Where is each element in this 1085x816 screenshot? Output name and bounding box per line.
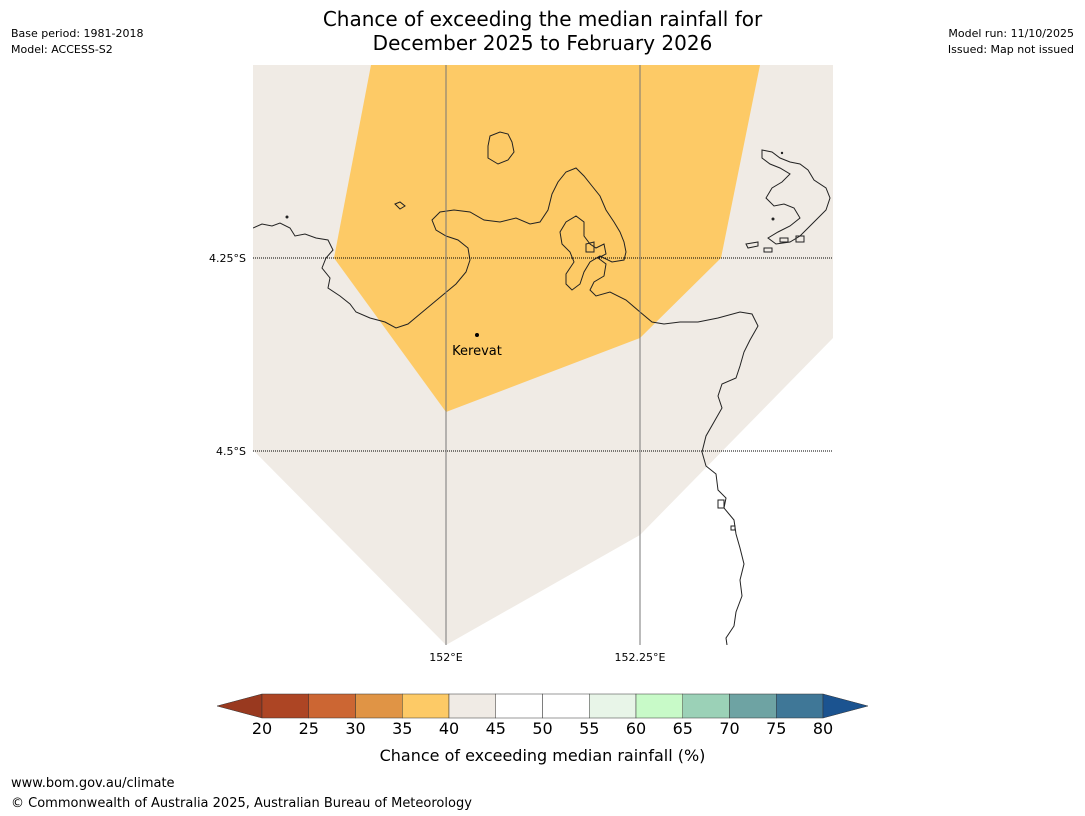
lon-label-152e: 152°E xyxy=(429,651,462,664)
kerevat-label: Kerevat xyxy=(452,344,502,359)
colorbar-bin-70-75 xyxy=(729,693,777,719)
coastline-islet-east-a xyxy=(745,241,759,249)
islet-dot-b xyxy=(780,151,784,155)
footer-url[interactable]: www.bom.gov.au/climate xyxy=(11,776,175,791)
colorbar-bin-35-40 xyxy=(402,693,450,719)
colorbar xyxy=(216,693,869,719)
colorbar-tick-20: 20 xyxy=(251,719,273,738)
footer-copyright: © Commonwealth of Australia 2025, Austra… xyxy=(11,796,472,811)
colorbar-tick-65: 65 xyxy=(672,719,693,738)
colorbar-tick-30: 30 xyxy=(345,719,366,738)
title-line-2: December 2025 to February 2026 xyxy=(372,31,713,55)
coastline-gazelle-peninsula xyxy=(253,167,759,645)
coastline-islet-west xyxy=(394,201,406,210)
colorbar-bin-20-25 xyxy=(261,693,309,719)
colorbar-bin-60-65 xyxy=(635,693,683,719)
kerevat-marker xyxy=(475,333,479,337)
colorbar-tick-25: 25 xyxy=(298,719,319,738)
colorbar-tick-70: 70 xyxy=(719,719,740,738)
islet-dot-a xyxy=(285,215,289,219)
no-data-wedge xyxy=(727,520,833,645)
coastline-islet-east-c xyxy=(779,237,789,243)
colorbar-tick-45: 45 xyxy=(485,719,506,738)
colorbar-bin-25-30 xyxy=(308,693,356,719)
colorbar-tick-50: 50 xyxy=(532,719,553,738)
colorbar-over-arrow xyxy=(822,693,869,719)
title-line-1: Chance of exceeding the median rainfall … xyxy=(322,7,763,31)
colorbar-tick-labels: 20 25 30 35 40 45 50 55 60 65 70 75 80 xyxy=(0,719,1085,739)
colorbar-tick-35: 35 xyxy=(392,719,413,738)
model-name: Model: ACCESS-S2 xyxy=(11,43,113,56)
colorbar-bin-75-80 xyxy=(776,693,824,719)
lat-label-4-5s: 4.5°S xyxy=(216,445,246,458)
metadata-right: Model run: 11/10/2025 Issued: Map not is… xyxy=(948,26,1074,58)
islet-dot-c xyxy=(771,217,775,221)
colorbar-under-arrow xyxy=(216,693,263,719)
colorbar-bin-30-35 xyxy=(355,693,403,719)
colorbar-bin-45-50 xyxy=(495,693,543,719)
base-period: Base period: 1981-2018 xyxy=(11,27,144,40)
colorbar-tick-80: 80 xyxy=(812,719,834,738)
colorbar-label: Chance of exceeding median rainfall (%) xyxy=(379,746,706,765)
coastline-islet-east-b xyxy=(763,247,773,253)
coastline-islet-small-a xyxy=(585,241,595,253)
colorbar-tick-40: 40 xyxy=(438,719,460,738)
lat-label-4-25s: 4.25°S xyxy=(209,252,246,265)
colorbar-bin-55-60 xyxy=(589,693,637,719)
colorbar-bin-65-70 xyxy=(682,693,730,719)
issued-status: Issued: Map not issued xyxy=(947,43,1074,56)
colorbar-bin-40-45 xyxy=(448,693,496,719)
colorbar-bin-50-55 xyxy=(542,693,590,719)
coastline-islet-south-b xyxy=(730,525,736,531)
below-median-probability-region xyxy=(334,65,760,412)
model-run: Model run: 11/10/2025 xyxy=(948,27,1074,40)
colorbar-tick-75: 75 xyxy=(766,719,787,738)
colorbar-tick-60: 60 xyxy=(625,719,647,738)
coastline-islet-east-d xyxy=(795,235,805,243)
lon-label-152-25e: 152.25°E xyxy=(615,651,666,664)
coastline-island-group xyxy=(761,149,831,245)
map-title: Chance of exceeding the median rainfall … xyxy=(0,7,1085,55)
coastline-islet-north xyxy=(487,131,515,165)
metadata-left: Base period: 1981-2018 Model: ACCESS-S2 xyxy=(11,26,143,58)
colorbar-tick-55: 55 xyxy=(579,719,600,738)
coastline-islet-south xyxy=(717,499,725,509)
